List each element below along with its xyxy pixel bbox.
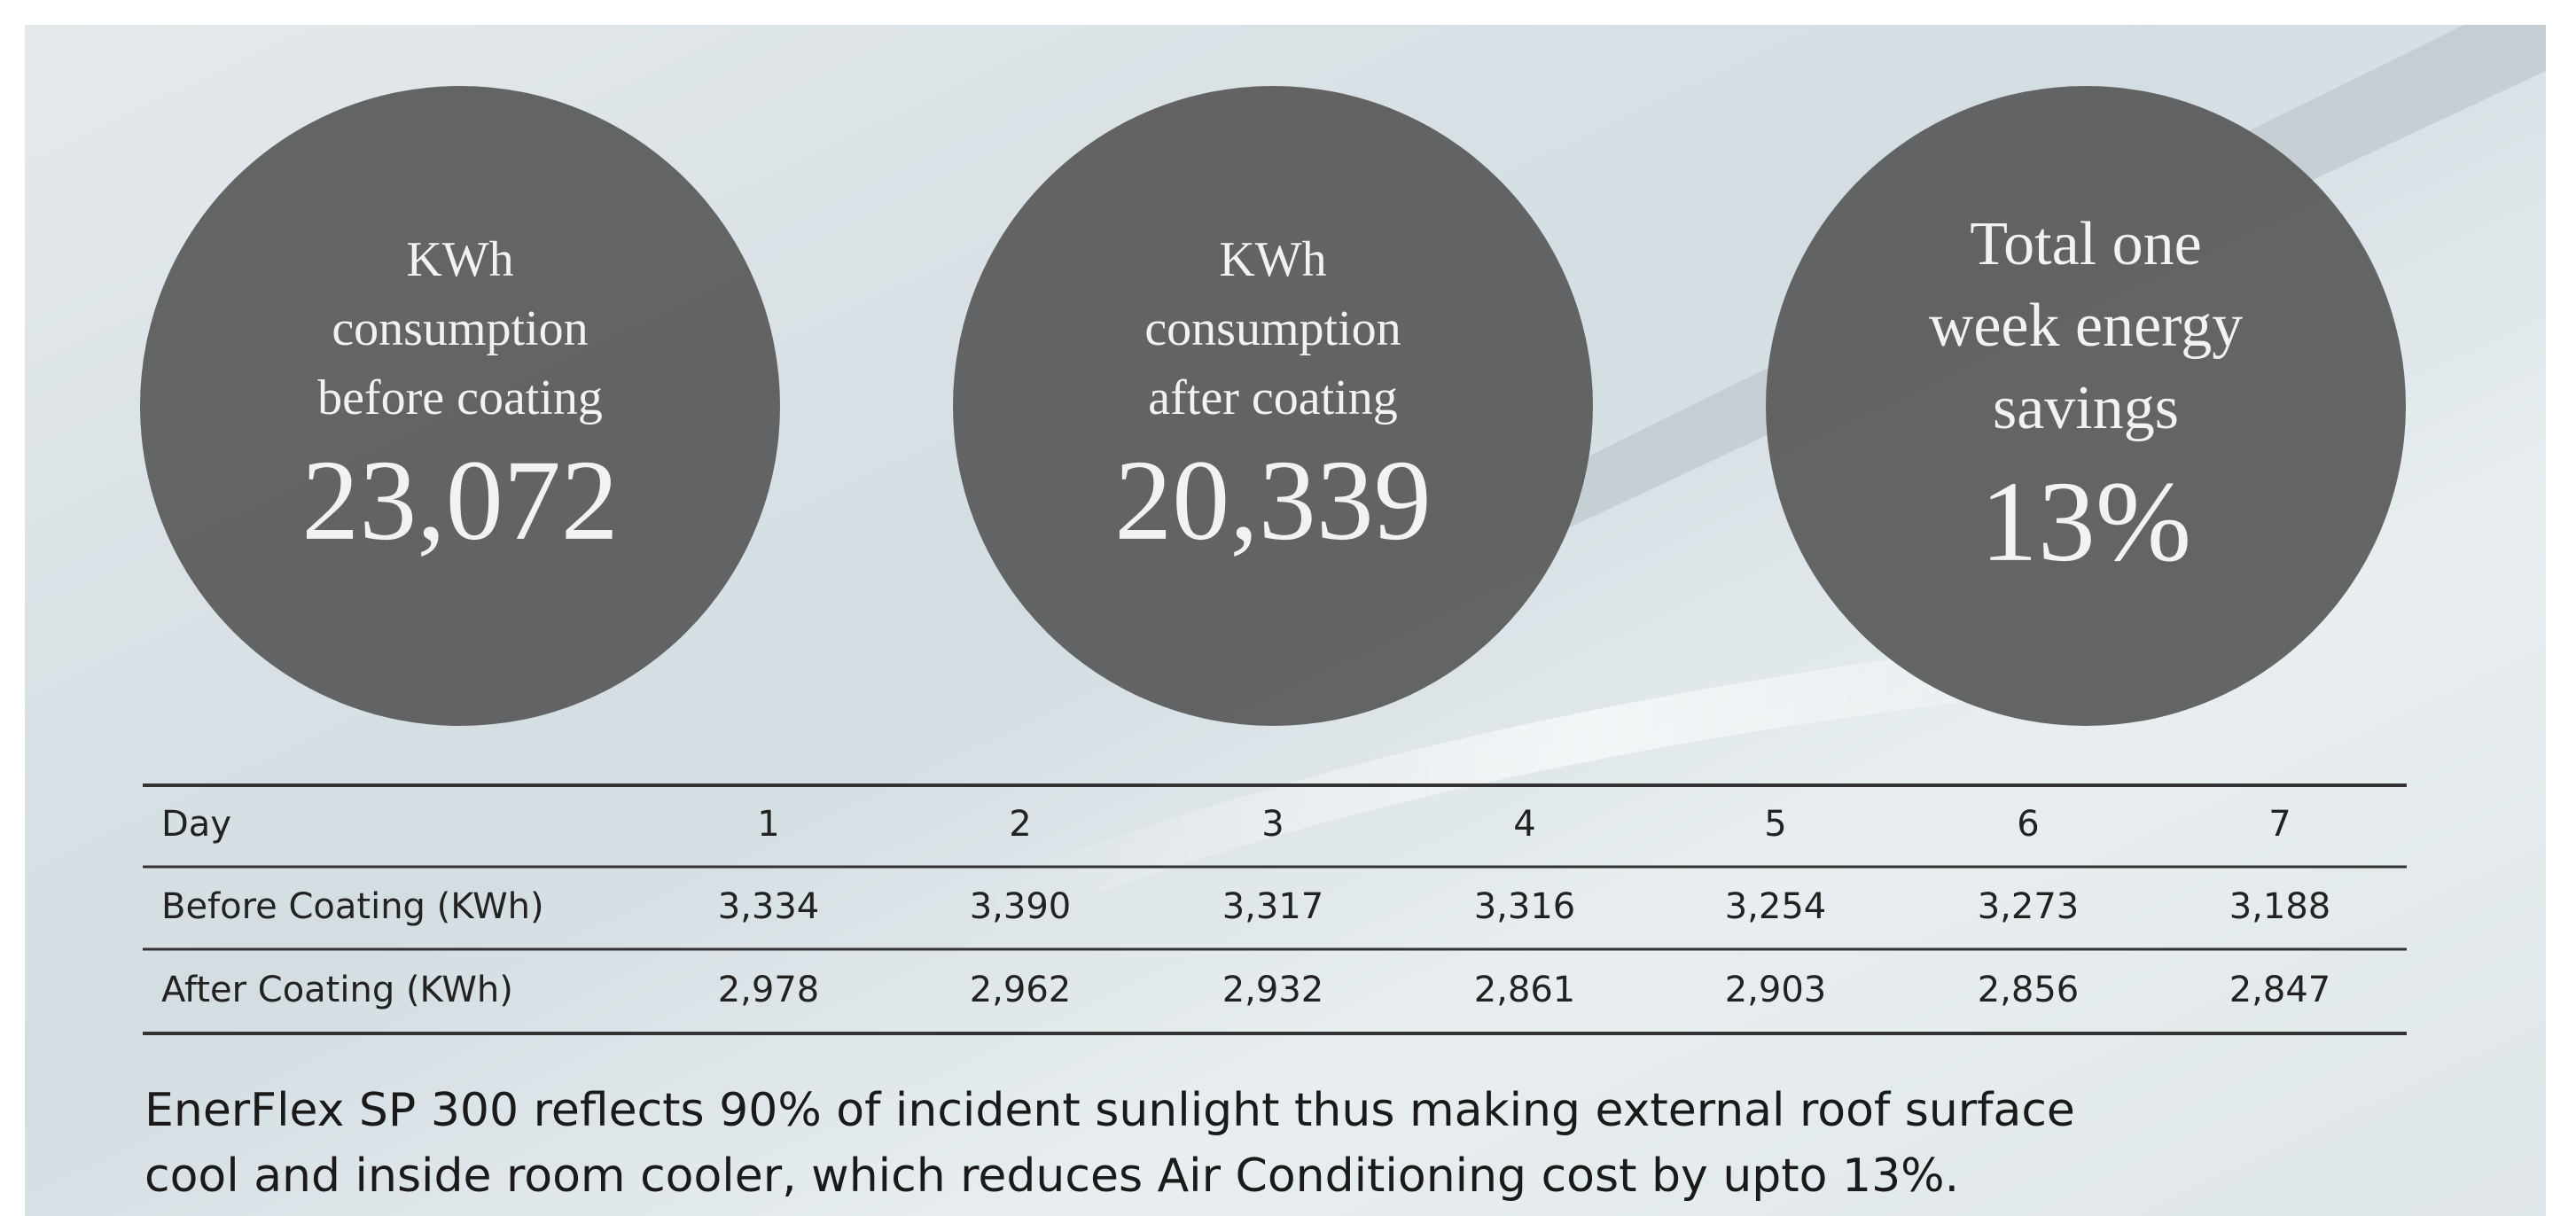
table-header-cell: 7 — [2268, 804, 2291, 845]
table-cell: 2,962 — [970, 970, 1072, 1010]
table-header-cell: 3 — [1261, 804, 1284, 845]
background-streak — [975, 620, 2216, 939]
table-cell: 2,978 — [718, 970, 820, 1010]
table-cell: Before Coating (KWh) — [161, 886, 544, 927]
stat-value: 20,339 — [1114, 437, 1432, 565]
table-header-cell: 2 — [1009, 804, 1031, 845]
stat-label: week energy — [1929, 292, 2243, 360]
table-cell: 2,903 — [1725, 970, 1827, 1010]
stat-circle — [953, 86, 1593, 726]
table-cell: 3,254 — [1725, 886, 1827, 927]
table-header-cell: 5 — [1764, 804, 1786, 845]
stat-value: 23,072 — [301, 437, 619, 565]
stat-label: consumption — [332, 301, 588, 356]
table-header-cell: Day — [161, 804, 231, 845]
table: Day 1 2 3 4 5 6 7 Before Coating (KWh) 3,334 3,390… — [143, 783, 2407, 1035]
stat-label: KWh — [406, 232, 513, 287]
caption: EnerFlex SP 300 reflects 90% of incident… — [144, 1084, 2075, 1203]
table-header-cell: 6 — [2017, 804, 2039, 845]
circles: KWh consumption before coating 23,072 KWh con… — [140, 86, 2406, 726]
table-cell: 3,390 — [970, 886, 1072, 927]
table-cell: 3,273 — [1978, 886, 2080, 927]
caption-line: EnerFlex SP 300 reflects 90% of incident… — [144, 1084, 2075, 1137]
table-cell: 2,932 — [1222, 970, 1324, 1010]
stat-circle — [140, 86, 780, 726]
table-cell: After Coating (KWh) — [161, 970, 513, 1010]
table-cell: 2,856 — [1978, 970, 2080, 1010]
stat-label: savings — [1993, 374, 2179, 442]
table-cell: 3,334 — [718, 886, 820, 927]
stat-label: KWh — [1219, 232, 1326, 287]
table-header-cell: 4 — [1513, 804, 1535, 845]
table-cell: 3,316 — [1474, 886, 1576, 927]
table-cell: 3,317 — [1222, 886, 1324, 927]
caption-line: cool and inside room cooler, which reduc… — [144, 1150, 1959, 1203]
table-cell: 3,188 — [2229, 886, 2331, 927]
stat-label: consumption — [1144, 301, 1401, 356]
stat-value: 13% — [1980, 458, 2191, 586]
table-cell: 2,861 — [1474, 970, 1576, 1010]
stat-label: before coating — [317, 370, 603, 425]
table-header-cell: 1 — [757, 804, 779, 845]
stat-circle — [1766, 86, 2406, 726]
stat-label: Total one — [1970, 210, 2201, 278]
table-cell: 2,847 — [2229, 970, 2331, 1010]
stat-label: after coating — [1148, 370, 1397, 425]
